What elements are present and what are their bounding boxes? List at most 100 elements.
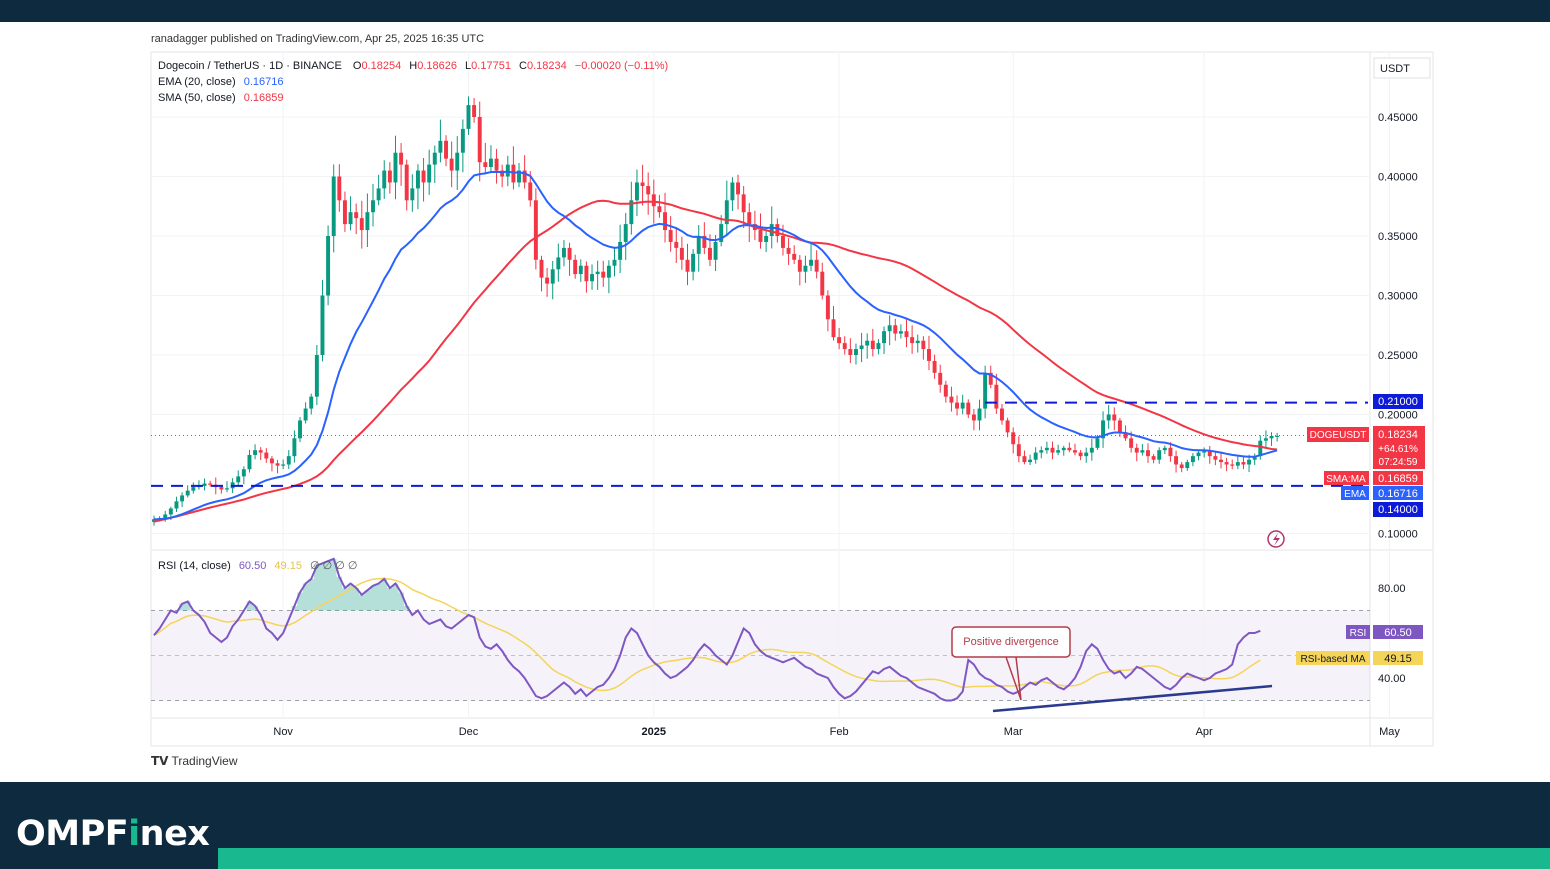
candle-body [225,488,229,490]
candle-body [1185,462,1190,469]
candle-body [837,337,842,344]
candle-body [281,464,286,466]
candle-body [393,152,398,183]
candle-body [1022,456,1027,463]
candle-body [438,140,443,153]
candle-body [702,236,707,248]
candle-body [966,402,971,415]
candle-body [634,182,639,201]
candle-body [1269,435,1274,439]
candle-body [1179,464,1184,469]
candle-body [764,236,769,242]
candle-body [1146,450,1150,457]
candle-body [747,212,752,225]
svg-text:0.16859: 0.16859 [1378,473,1418,485]
rsi-overbought-fill [179,558,410,611]
candle-body [971,414,976,421]
candle-body [932,360,937,373]
candle-body [612,259,617,266]
candle-body [1095,438,1100,448]
candle-body [724,200,729,225]
candle-body [561,247,566,258]
candle-body [859,345,864,350]
price-tick-label: 0.10000 [1378,529,1418,541]
candle-body [590,274,594,282]
currency-box[interactable] [1373,57,1431,79]
published-caption: ranadagger published on TradingView.com,… [151,33,485,45]
candle-body [1089,447,1094,453]
price-chart[interactable]: Positive divergence Dogecoin / TetherUS … [0,0,1550,782]
footer-accent-bar [218,848,1550,869]
svg-text:EMA (20, close) 0.16716: EMA (20, close) 0.16716 [158,76,283,88]
candle-body [556,257,561,270]
candle-body [927,349,931,361]
candle-body [887,325,892,332]
candle-body [696,236,701,254]
legend-ema-label: EMA (20, close) [158,76,236,88]
candle-body [1134,447,1139,453]
candle-body [584,265,589,282]
candle-body [320,295,325,355]
candle-body [1000,408,1004,421]
svg-text:0.14000: 0.14000 [1378,504,1418,516]
svg-text:EMA: EMA [1344,489,1366,500]
candle-body [904,331,909,338]
candle-body [1011,432,1016,445]
candle-body [303,408,308,421]
candle-body [1123,432,1128,439]
candle-body [876,343,881,350]
candle-body [769,224,774,236]
candle-body [550,269,555,284]
candle-body [814,259,819,272]
candle-body [730,182,735,201]
candle-body [736,182,741,195]
candle-body [629,200,634,225]
candle-body [168,508,173,515]
rsi-axis: 80.00 40.00 [1378,583,1406,685]
candle-body [1112,414,1117,421]
candles[interactable] [152,96,1280,526]
candle-body [494,158,499,171]
candle-body [365,212,370,231]
candle-body [949,396,954,403]
candle-body [528,182,533,201]
positive-divergence-callout[interactable]: Positive divergence [951,626,1071,701]
chart-frame [150,51,1434,747]
support-badge: 0.14000 [1373,502,1423,517]
last-price-value: 0.18234 [1378,429,1418,441]
candle-body [483,162,488,167]
tradingview-logo: TV TradingView [151,754,238,768]
candle-body [567,247,572,260]
candle-body [820,271,825,296]
candle-body [359,218,364,231]
candle-body [1258,440,1263,457]
sma-50-line [153,199,1278,523]
candle-body [842,343,847,350]
time-tick-label: Mar [1004,726,1023,738]
lightning-icon[interactable] [1267,530,1285,548]
candle-body [938,372,943,385]
svg-text:49.15: 49.15 [1384,653,1412,665]
candle-body [1190,456,1195,463]
candle-body [1005,420,1010,433]
candle-body [1230,464,1235,466]
candle-body [539,259,544,278]
candle-body [163,514,168,519]
candle-body [578,265,583,275]
candle-body [691,253,696,272]
candle-body [253,450,258,455]
candle-body [595,271,600,275]
candle-body [545,277,550,284]
candle-body [719,224,724,242]
candle-body [898,331,903,334]
rsi-line [153,557,1261,702]
rsi-trend-line[interactable] [992,684,1273,713]
time-tick-label: Nov [273,726,293,738]
candle-body [1106,414,1111,421]
candle-body [292,438,297,457]
ema-badge: EMA 0.16716 [1341,486,1423,500]
candle-body [797,259,802,272]
svg-text:RSI: RSI [1350,628,1367,639]
sma-badge: SMA:MA 0.16859 [1324,471,1423,485]
candle-body [241,469,246,477]
